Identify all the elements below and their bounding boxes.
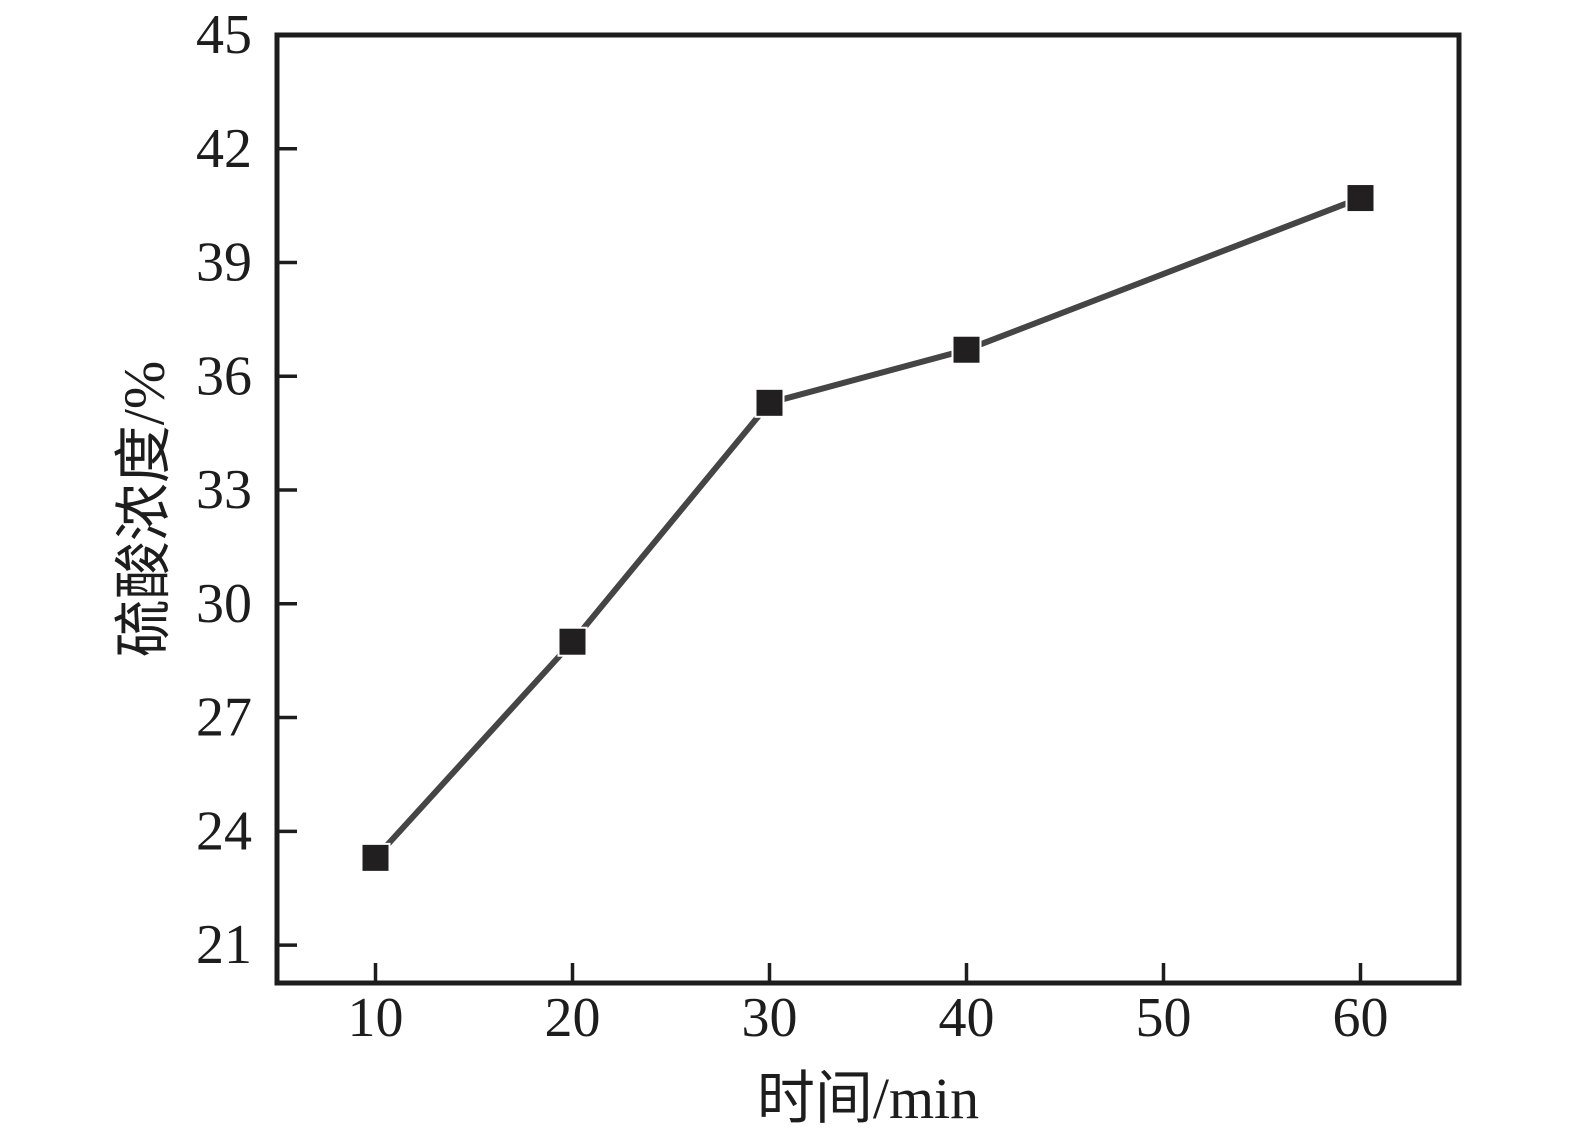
y-tick-label: 30 [196,573,252,635]
y-tick-label: 45 [196,4,252,66]
y-tick-label: 42 [196,118,252,180]
y-tick-label: 39 [196,232,252,294]
x-tick-label: 60 [1333,987,1389,1049]
x-axis-title: 时间/min [757,1066,979,1131]
data-line [373,195,1362,860]
data-point-marker [754,387,785,418]
x-tick-label: 10 [348,987,404,1049]
plot-border [274,32,1462,986]
data-point-marker [1345,183,1376,214]
y-tick-label: 36 [196,345,252,407]
y-tick-label: 27 [196,687,252,749]
y-axis-title: 硫酸浓度/% [112,361,177,657]
x-tick-label: 50 [1136,987,1192,1049]
data-point-marker [360,842,391,873]
data-point-marker [951,334,982,365]
y-tick-label: 24 [196,800,252,862]
y-tick-label: 33 [196,459,252,521]
x-tick-label: 30 [742,987,798,1049]
data-point-marker [557,626,588,657]
x-tick-label: 40 [939,987,995,1049]
x-tick-label: 20 [545,987,601,1049]
y-tick-label: 21 [196,914,252,976]
